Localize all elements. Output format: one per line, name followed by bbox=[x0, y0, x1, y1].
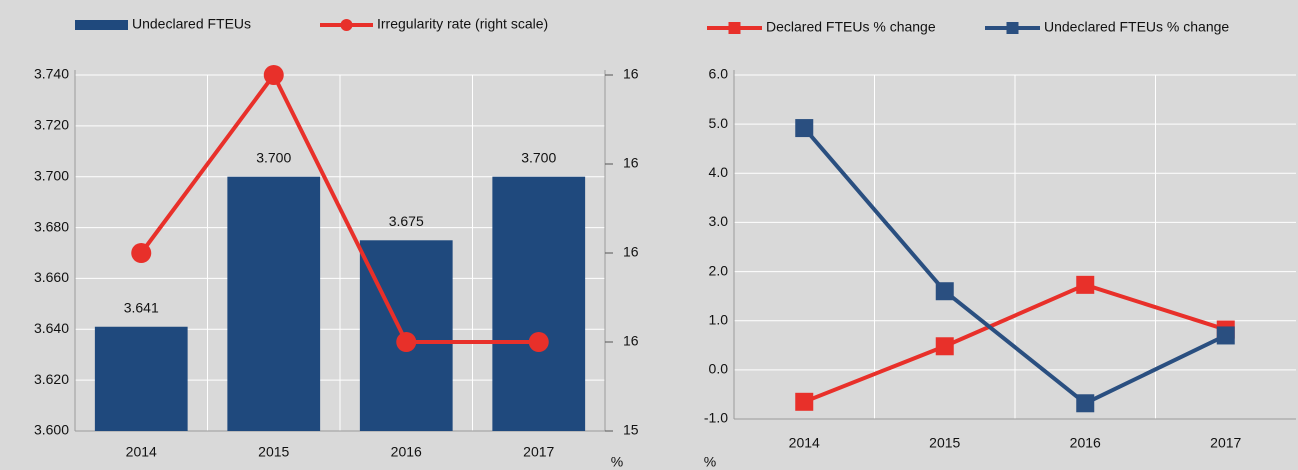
marker bbox=[131, 243, 152, 263]
line bbox=[803, 282, 1227, 404]
y2-tick-label: 16 bbox=[623, 333, 639, 349]
bar bbox=[227, 176, 321, 431]
x-tick-label: 2016 bbox=[391, 444, 422, 460]
bar-value-label: 3.700 bbox=[256, 149, 291, 165]
y2-axis-unit: % bbox=[611, 454, 623, 470]
x-tick-label: 2014 bbox=[126, 444, 157, 460]
legend-swatch bbox=[75, 20, 128, 30]
y2-tick-label: 16 bbox=[623, 66, 639, 82]
marker bbox=[935, 337, 954, 356]
y-tick-label: 2.0 bbox=[709, 262, 729, 278]
marker bbox=[396, 332, 417, 352]
bar-value-label: 3.675 bbox=[389, 213, 424, 229]
x-tick-label: 2014 bbox=[789, 435, 820, 451]
y2-tick-label: 15 bbox=[623, 422, 639, 438]
y2-tick-label: 16 bbox=[623, 155, 639, 171]
legend-marker bbox=[728, 22, 741, 34]
marker bbox=[1216, 326, 1235, 345]
y-tick-label: 3.740 bbox=[34, 66, 69, 82]
bar bbox=[492, 176, 586, 431]
y-tick-label: 3.720 bbox=[34, 117, 69, 133]
y-tick-label: 3.660 bbox=[34, 269, 69, 285]
legend-label: Undeclared FTEUs bbox=[132, 16, 251, 32]
bar bbox=[94, 326, 188, 431]
legend-label: Undeclared FTEUs % change bbox=[1044, 19, 1229, 35]
y-tick-label: 6.0 bbox=[709, 66, 729, 82]
x-tick-label: 2017 bbox=[523, 444, 554, 460]
bar-value-label: 3.641 bbox=[124, 299, 159, 315]
marker bbox=[528, 332, 549, 352]
legend-label: Irregularity rate (right scale) bbox=[377, 16, 548, 32]
x-tick-label: 2016 bbox=[1070, 435, 1101, 451]
y-tick-label: 3.600 bbox=[34, 422, 69, 438]
marker bbox=[1076, 394, 1095, 413]
y-tick-label: 3.680 bbox=[34, 218, 69, 234]
marker bbox=[795, 392, 814, 411]
x-tick-label: 2015 bbox=[258, 444, 289, 460]
legend-marker bbox=[340, 19, 353, 31]
y2-tick-label: 16 bbox=[623, 244, 639, 260]
marker bbox=[935, 282, 954, 301]
y-tick-label: 3.640 bbox=[34, 320, 69, 336]
y-tick-label: 5.0 bbox=[709, 115, 729, 131]
bar-value-label: 3.700 bbox=[521, 149, 556, 165]
y-tick-label: 0.0 bbox=[709, 361, 729, 377]
x-tick-label: 2015 bbox=[929, 435, 960, 451]
marker bbox=[795, 119, 814, 138]
legend-marker bbox=[1006, 22, 1019, 34]
legend-label: Declared FTEUs % change bbox=[766, 19, 936, 35]
line bbox=[139, 73, 539, 344]
marker bbox=[263, 65, 284, 85]
y-tick-label: 3.620 bbox=[34, 371, 69, 387]
y-tick-label: -1.0 bbox=[704, 410, 728, 426]
y-tick-label: 3.700 bbox=[34, 167, 69, 183]
y-axis-unit: % bbox=[704, 454, 716, 470]
line bbox=[802, 126, 1227, 406]
y-tick-label: 1.0 bbox=[709, 311, 729, 327]
x-tick-label: 2017 bbox=[1210, 435, 1241, 451]
marker bbox=[1076, 275, 1095, 294]
y-tick-label: 3.0 bbox=[709, 213, 729, 229]
y-tick-label: 4.0 bbox=[709, 164, 729, 180]
